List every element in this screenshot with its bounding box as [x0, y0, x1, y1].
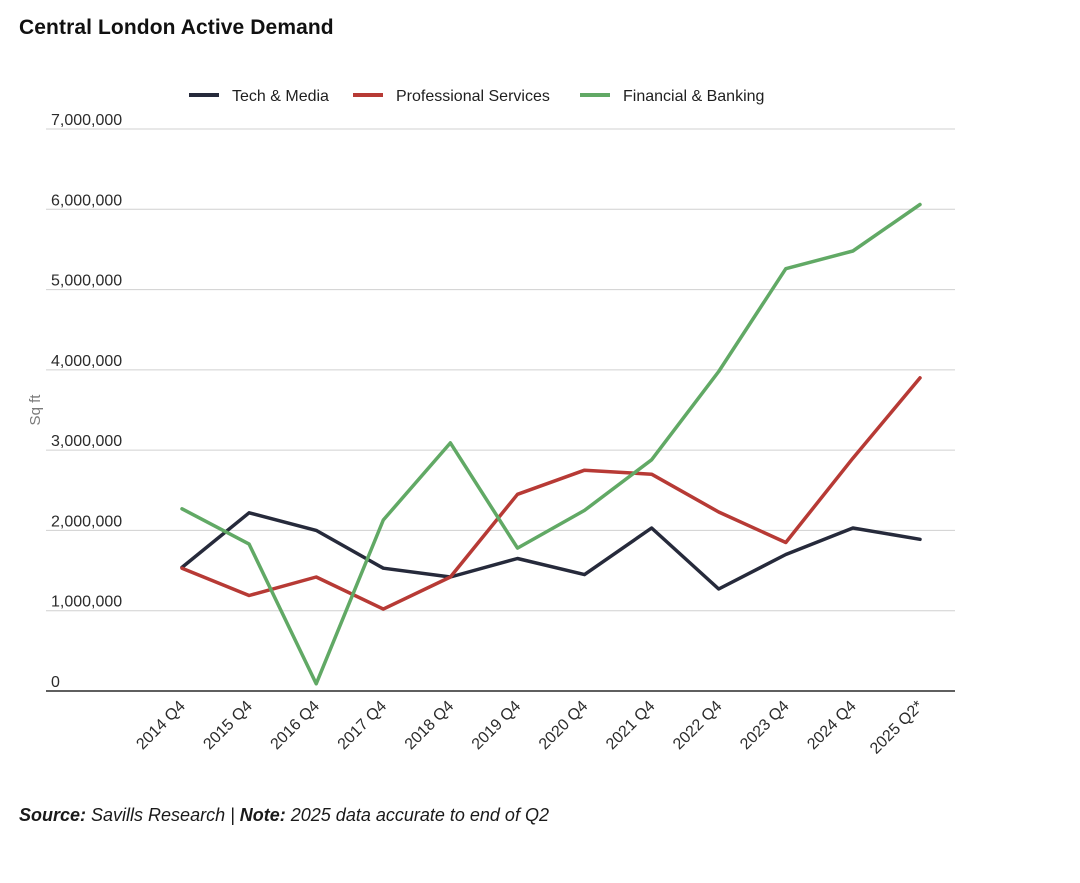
x-tick-label: 2023 Q4: [737, 698, 792, 753]
x-tick-label: 2014 Q4: [133, 698, 188, 753]
y-axis-label: Sq ft: [27, 394, 44, 426]
source-label: Source:: [19, 805, 87, 825]
x-tick-label: 2022 Q4: [670, 698, 725, 753]
x-tick-label: 2018 Q4: [402, 698, 457, 753]
chart-title: Central London Active Demand: [19, 16, 334, 39]
gridlines: [46, 128, 955, 692]
y-tick-label: 1,000,000: [51, 594, 122, 611]
legend-label-professional-services: Professional Services: [396, 88, 550, 105]
note-text: 2025 data accurate to end of Q2: [285, 805, 549, 825]
x-axis-tick-labels: 2014 Q4 2015 Q4 2016 Q4 2017 Q4 2018 Q4 2019 …: [133, 698, 926, 758]
x-tick-label: 2015 Q4: [200, 698, 255, 753]
y-tick-label: 2,000,000: [51, 513, 122, 530]
x-tick-label: 2017 Q4: [335, 698, 390, 753]
series-lines: [180, 202, 922, 686]
y-tick-label: 4,000,000: [51, 353, 122, 370]
y-tick-label: 6,000,000: [51, 192, 122, 209]
series-line-professional-services: [180, 376, 922, 611]
x-tick-label: 2019 Q4: [469, 698, 524, 753]
x-tick-label: 2024 Q4: [804, 698, 859, 753]
x-tick-label: 2016 Q4: [268, 698, 323, 753]
y-tick-label: 5,000,000: [51, 273, 122, 290]
legend: Tech & Media Professional Services Financi…: [189, 88, 764, 105]
legend-label-tech-media: Tech & Media: [232, 88, 329, 105]
source-note: Source: Savills Research | Note: 2025 da…: [19, 805, 549, 826]
y-tick-label: 0: [51, 674, 60, 691]
series-line-tech-media: [180, 511, 922, 591]
y-tick-label: 3,000,000: [51, 433, 122, 450]
note-label: Note:: [239, 805, 286, 825]
legend-label-financial-banking: Financial & Banking: [623, 88, 764, 105]
series-line-financial-banking: [180, 202, 922, 686]
source-text: Savills Research |: [86, 805, 240, 825]
x-tick-label: 2021 Q4: [603, 698, 658, 753]
x-tick-label: 2020 Q4: [536, 698, 591, 753]
x-tick-label: 2025 Q2*: [867, 698, 927, 758]
y-axis-tick-labels: 0 1,000,000 2,000,000 3,000,000 4,000,000 5,0…: [51, 112, 122, 691]
y-tick-label: 7,000,000: [51, 112, 122, 129]
